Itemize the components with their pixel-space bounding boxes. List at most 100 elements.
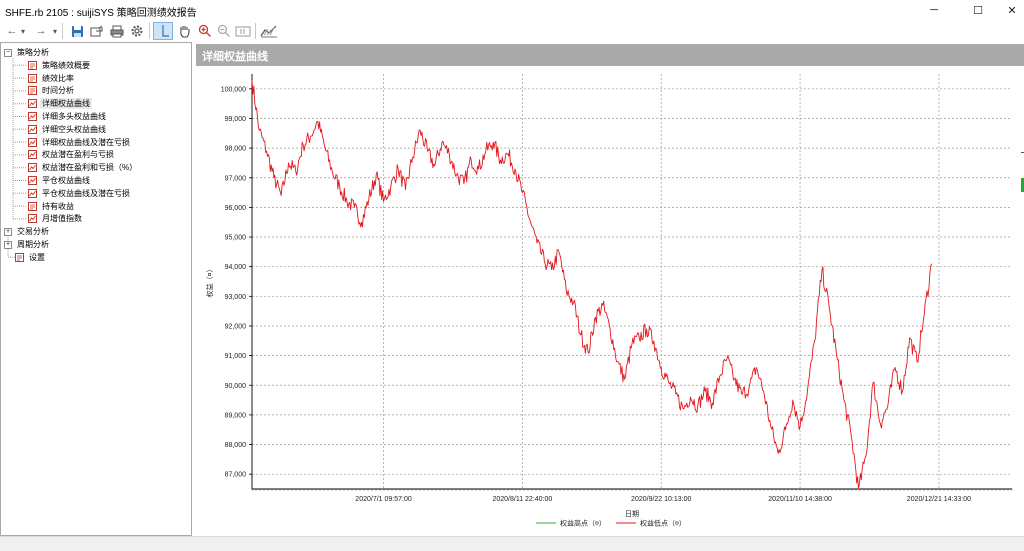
y-tick-label: 100,000 [221, 86, 246, 93]
x-axis-label: 日期 [625, 510, 639, 518]
y-tick-label: 96,000 [225, 205, 247, 212]
toolbar-separator [255, 23, 256, 39]
expand-icon[interactable]: + [4, 240, 12, 249]
toolbar-separator [62, 23, 63, 39]
tree-item-label: 持有收益 [42, 201, 74, 211]
tree-item[interactable]: 平仓权益曲线及潜在亏损 [28, 187, 132, 200]
y-tick-label: 99,000 [225, 116, 247, 123]
tree-item[interactable]: + 交易分析 [4, 225, 51, 238]
y-tick-label: 91,000 [225, 353, 247, 360]
y-axis-label: 权益（¤） [205, 266, 214, 298]
y-tick-label: 97,000 [225, 175, 247, 182]
tree-item-label: 绩效比率 [42, 73, 74, 83]
export-icon[interactable] [88, 22, 106, 40]
tree-item[interactable]: − 策略分析 [4, 46, 51, 59]
tree-item[interactable]: 绩效比率 [28, 72, 76, 85]
tree-item-label: 平仓权益曲线 [42, 176, 90, 185]
tree-item[interactable]: 权益潜在盈利与亏损 [28, 148, 116, 161]
tree-item-label: 详细多头权益曲线 [42, 112, 106, 121]
chart-icon [28, 188, 37, 198]
tree-item[interactable]: 详细权益曲线及潜在亏损 [28, 136, 132, 149]
tree-item-label: 策略绩效概要 [42, 60, 90, 70]
tree-item[interactable]: 权益潜在盈利和亏损（%） [28, 161, 139, 174]
title-bar: SHFE.rb 2105 : suijiSYS 策略回测绩效报告 ─ ☐ ✕ [0, 0, 1024, 20]
y-tick-label: 94,000 [225, 264, 247, 271]
maximize-button[interactable]: ☐ [973, 4, 983, 17]
window-title: SHFE.rb 2105 : suijiSYS 策略回测绩效报告 [5, 8, 197, 19]
tree-item-label: 周期分析 [17, 240, 49, 249]
settings-icon[interactable] [128, 22, 146, 40]
chart-icon [28, 163, 37, 173]
minimize-button[interactable]: ─ [930, 4, 938, 16]
chart-icon [28, 176, 37, 185]
forward-dropdown[interactable]: ▾ [52, 26, 57, 36]
y-tick-label: 95,000 [225, 235, 247, 242]
print-icon[interactable] [108, 22, 126, 40]
report-icon [28, 201, 37, 211]
chart-panel: 详细权益曲线 87,000 88,000 89,000 90,000 91,000 92,… [196, 44, 1024, 536]
y-tick-label: 92,000 [225, 323, 247, 330]
equity-chart[interactable]: 87,000 88,000 89,000 90,000 91,000 92,000 93,0… [196, 44, 1024, 536]
chart-icon [28, 214, 37, 224]
edge-marker [1021, 152, 1024, 153]
chart-icon [28, 99, 37, 109]
tree-item[interactable]: 详细权益曲线 [28, 97, 92, 110]
y-tick-label: 90,000 [225, 383, 247, 390]
chart-icon [28, 124, 37, 134]
collapse-icon[interactable]: − [4, 48, 12, 57]
tree-item[interactable]: 策略绩效概要 [28, 59, 92, 72]
tree-item[interactable]: 设置 [4, 251, 47, 264]
tree-item-label: 交易分析 [17, 227, 49, 237]
zoom-out-icon[interactable] [215, 22, 233, 40]
tree-item-label: 权益潜在盈利和亏损（%） [42, 163, 138, 173]
tree-item-label: 详细空头权益曲线 [42, 124, 106, 134]
x-tick-label: 2020/12/21 14:33:00 [907, 496, 971, 503]
report-icon [28, 60, 37, 70]
tree-item-label: 详细权益曲线及潜在亏损 [42, 137, 130, 147]
toolbar-separator [149, 23, 150, 39]
save-icon[interactable] [68, 22, 86, 40]
tree-item[interactable]: + 周期分析 [4, 238, 51, 251]
chart-icon [28, 112, 37, 121]
chart-panel-title: 详细权益曲线 [202, 51, 268, 63]
tree-item[interactable]: 详细空头权益曲线 [28, 123, 108, 136]
y-tick-label: 87,000 [225, 472, 247, 479]
x-tick-label: 2020/9/22 10:13:00 [631, 496, 691, 503]
tree-item-label: 设置 [29, 252, 45, 262]
tree-item[interactable]: 详细多头权益曲线 [28, 110, 108, 123]
x-tick-label: 2020/11/10 14:38:00 [768, 496, 832, 503]
tree-item[interactable]: 平仓权益曲线 [28, 174, 92, 187]
chart-icon [28, 150, 37, 160]
tree-item[interactable]: 月增值指数 [28, 212, 84, 225]
zoom-reset-icon[interactable] [233, 22, 253, 40]
x-tick-label: 2020/7/1 09:57:00 [355, 496, 412, 503]
tree-item-label: 详细权益曲线 [40, 98, 92, 110]
back-button[interactable]: ← [6, 25, 18, 37]
edge-indicator [1021, 178, 1024, 192]
close-button[interactable]: ✕ [1007, 4, 1017, 17]
tree-item-label: 策略分析 [17, 48, 49, 57]
zoom-in-icon[interactable] [196, 22, 214, 40]
y-tick-label: 88,000 [225, 442, 247, 449]
expand-icon[interactable]: + [4, 227, 12, 236]
forward-button[interactable]: → [35, 25, 47, 37]
status-bar [0, 536, 1024, 551]
chart-icon [28, 137, 37, 147]
tree-item-label: 时间分析 [42, 86, 74, 96]
legend-label-low: 权益低点（¤） [640, 519, 686, 528]
navigation-tree: − 策略分析 策略绩效概要 绩效比率 时间分析 详细权益曲线 详细多头权益曲线 详细空头权益曲… [0, 42, 192, 536]
back-dropdown[interactable]: ▾ [20, 26, 25, 36]
report-icon [15, 252, 24, 262]
tree-guide-lines [7, 58, 27, 258]
tree-item-label: 权益潜在盈利与亏损 [42, 150, 114, 160]
legend-label-high: 权益高点（¤） [560, 519, 606, 528]
tree-item-label: 平仓权益曲线及潜在亏损 [42, 188, 130, 198]
tree-item[interactable]: 持有收益 [28, 200, 76, 213]
x-tick-label: 2020/8/11 22:40:00 [492, 496, 552, 503]
report-icon [28, 86, 37, 96]
toolbar: ← ▾ → ▾ [0, 20, 1024, 42]
tree-item[interactable]: 时间分析 [28, 84, 76, 97]
pan-hand-icon[interactable] [175, 22, 193, 40]
crosshair-icon[interactable] [153, 22, 173, 40]
chart-style-icon[interactable] [259, 22, 279, 40]
